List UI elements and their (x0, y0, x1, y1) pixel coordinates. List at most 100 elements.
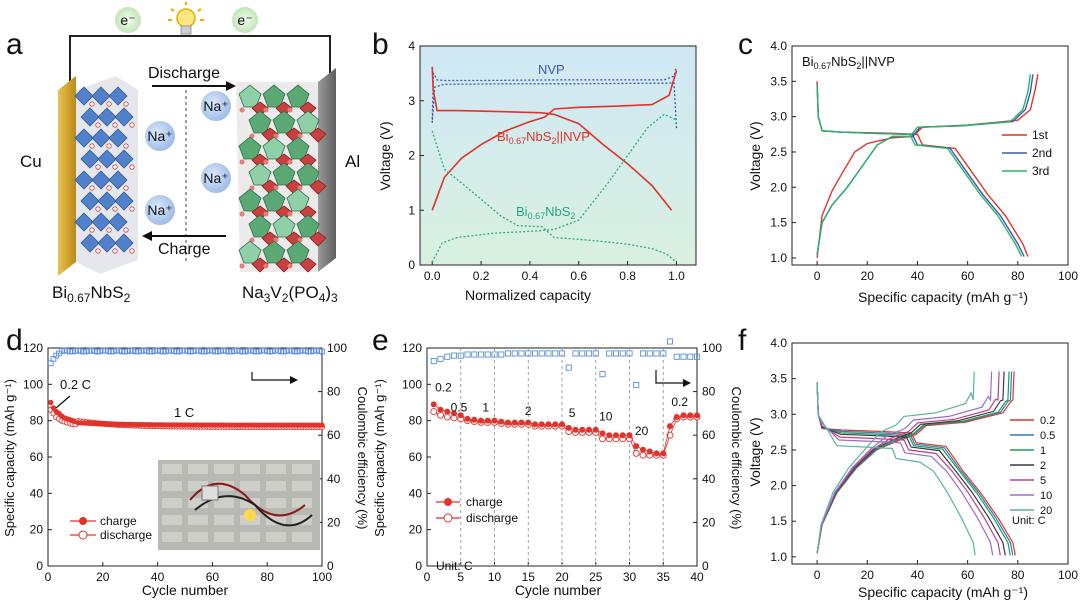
charge-point-e-4 (451, 410, 457, 417)
nbs6-octahedron-23 (114, 233, 134, 253)
d-y2-tick-label-5: 100 (327, 341, 347, 355)
inset-photo-tile-1-0 (162, 481, 182, 491)
na-atom-18 (239, 263, 245, 269)
ce-point-e-2 (437, 355, 444, 362)
series-b-2 (431, 70, 678, 211)
ce-point-e-27 (606, 350, 613, 357)
inset-photo-tile-1-1 (188, 481, 208, 491)
charge-point-e-33 (646, 448, 653, 455)
e-y2-tick-label-2: 40 (702, 472, 716, 486)
ce-point-e-13 (511, 350, 518, 357)
ce-point-e-5 (457, 352, 464, 359)
anode-formula: Bi0.67NbS2 (52, 283, 131, 305)
d-x-tick-label-3: 60 (206, 570, 220, 584)
charge-point-e-38 (680, 412, 687, 419)
ce-point-e-37 (673, 353, 680, 360)
discharge-curve-c-3rd (816, 84, 1023, 257)
ce-point-e-32 (639, 350, 647, 357)
legend-marker-d-discharge (78, 530, 88, 540)
po4-tetrahedron-10 (272, 162, 296, 186)
nbs6-octahedron-20 (108, 212, 128, 232)
electron-badge-right (232, 7, 258, 33)
charge-point-e-37 (673, 414, 680, 421)
inset-photo-tile-4-1 (188, 532, 208, 542)
anode-annotation: Bi0.67NbS2 (516, 204, 575, 221)
bi-atom-2 (106, 101, 112, 107)
charge-point-e-28 (613, 432, 619, 439)
discharge-curve-c-2nd (816, 84, 1025, 257)
charge-point-e-14 (518, 419, 525, 426)
d-y-tick-label-2: 40 (30, 486, 44, 500)
nbs6-octahedron-2 (108, 86, 128, 106)
f-x-tick-label-5: 100 (1058, 568, 1078, 582)
inset-photo-tile-0-0 (162, 464, 182, 474)
d-y-tick-label-5: 100 (23, 377, 43, 391)
discharge-point-e-26 (599, 435, 606, 443)
charge-curve-f-2 (816, 371, 1005, 554)
panel-letter-a: a (6, 28, 23, 61)
d-x-tick-label-0: 0 (45, 570, 52, 584)
ce-axis-pointer-d (251, 372, 290, 381)
nbs6-octahedron-6 (74, 128, 94, 148)
po4-tetrahedron-5 (296, 110, 320, 134)
discharge-point-e-3 (443, 413, 451, 421)
nbs6-octahedron-16 (97, 191, 117, 211)
inset-photo-tile-1-3 (240, 481, 260, 491)
e-y2-tick-label-5: 100 (702, 341, 722, 355)
ce-point-e-21 (565, 364, 572, 371)
ce-point-e-10 (491, 351, 498, 358)
inset-photo-tile-0-1 (188, 464, 208, 474)
charge-point-e-25 (592, 426, 599, 433)
legend-label-f-2: 1 (1040, 445, 1046, 457)
cu-current-collector (58, 76, 76, 276)
ce-point-e-11 (498, 351, 505, 358)
na-atom-12 (239, 211, 245, 217)
bi-atom-7 (89, 143, 95, 149)
na-ion-1: Na⁺ (145, 121, 175, 151)
d-y2-tick-label-3: 60 (327, 428, 341, 442)
legend-marker-e-charge (444, 498, 452, 506)
b-x-tick-label-0: 0.0 (424, 269, 441, 283)
na-atom-19 (263, 263, 269, 269)
x-axis-label-c: Specific capacity (mAh g⁻¹) (858, 289, 1028, 305)
e-y-tick-label-5: 100 (402, 377, 422, 391)
nbs6-octahedron-22 (97, 233, 117, 253)
panel-c-chart: c 0 20 40 60 80 100 1.0 1.5 2.0 2.5 3.0 3.5 4.0 1st 2n… (738, 28, 1078, 305)
ce-axis-pointer-head-e (683, 379, 691, 387)
charge-curve-f-5 (816, 371, 1000, 554)
b-x-tick-label-5: 1.0 (668, 269, 685, 283)
ce-point-e-15 (525, 350, 532, 357)
bi-atom-11 (112, 164, 118, 170)
unit-label-f: Unit: C (1012, 515, 1046, 527)
charge-point-e-36 (667, 423, 673, 430)
svg-text:Na⁺: Na⁺ (203, 170, 228, 186)
panel-b-chart: b 0.0 0.2 0.4 0.6 0.8 1.0 0 1 2 3 4 NVP Bi0.67NbS2… (372, 28, 697, 303)
y2-axis-label-e: Coulombic efficiency (%) (729, 387, 744, 530)
ce-point-e-9 (484, 351, 491, 358)
e-x-tick-label-0: 0 (424, 570, 431, 584)
rate-label-e-6: 20 (635, 424, 649, 438)
series-b-5 (431, 113, 677, 263)
charge-point-e-2 (437, 406, 444, 413)
charge-curve-c-3rd (816, 74, 1032, 255)
ce-point-e-28 (612, 350, 620, 357)
d-x-tick-label-1: 20 (96, 570, 110, 584)
svg-text:Na⁺: Na⁺ (203, 98, 228, 114)
inset-photo-tile-4-4 (266, 532, 286, 542)
c-x-tick-label-3: 60 (961, 269, 975, 283)
legend-label-f-1: 0.5 (1040, 430, 1055, 442)
charge-arrow-icon (142, 231, 226, 241)
rate-label-e-3: 2 (525, 404, 532, 418)
charge-point-e-12 (505, 419, 511, 426)
f-plot-frame (791, 342, 1069, 565)
panel-letter-e: e (372, 324, 389, 357)
panel-f-chart: f 0 20 40 60 80 100 1.0 1.5 2.0 2.5 3.0 3.5 4.0 0.2 0.… (738, 324, 1078, 600)
na-ion-2: Na⁺ (145, 195, 175, 225)
discharge-curve-f-1 (816, 382, 1011, 556)
charge-curve-c-2nd (816, 74, 1034, 255)
legend-label-f-0: 0.2 (1040, 415, 1055, 427)
discharge-curve-f-2 (816, 382, 1006, 556)
inset-photo-tile-4-2 (214, 532, 234, 542)
charge-point-e-35 (660, 450, 667, 457)
po4-tetrahedron-12 (238, 188, 262, 212)
